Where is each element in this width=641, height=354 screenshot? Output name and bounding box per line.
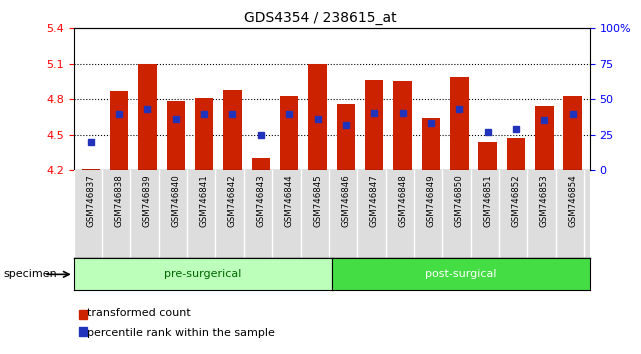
Text: percentile rank within the sample: percentile rank within the sample bbox=[80, 328, 275, 338]
Bar bbox=[280, 96, 299, 170]
Text: GSM746843: GSM746843 bbox=[256, 174, 265, 227]
Text: GSM746847: GSM746847 bbox=[370, 174, 379, 227]
Bar bbox=[422, 118, 440, 170]
Text: post-surgical: post-surgical bbox=[425, 269, 497, 279]
Text: GSM746846: GSM746846 bbox=[342, 174, 351, 227]
Bar bbox=[394, 81, 412, 170]
Bar bbox=[81, 169, 100, 170]
Text: specimen: specimen bbox=[3, 269, 57, 279]
Bar bbox=[138, 64, 156, 170]
Bar bbox=[195, 98, 213, 170]
Bar bbox=[79, 310, 87, 319]
Bar bbox=[365, 80, 383, 170]
Text: transformed count: transformed count bbox=[80, 308, 191, 318]
Bar bbox=[507, 138, 525, 170]
Text: GSM746838: GSM746838 bbox=[115, 174, 124, 227]
Text: GSM746853: GSM746853 bbox=[540, 174, 549, 227]
Text: GSM746845: GSM746845 bbox=[313, 174, 322, 227]
Text: GSM746850: GSM746850 bbox=[455, 174, 464, 227]
Bar bbox=[223, 90, 242, 170]
Bar bbox=[337, 104, 355, 170]
Text: GSM746842: GSM746842 bbox=[228, 174, 237, 227]
Text: GSM746851: GSM746851 bbox=[483, 174, 492, 227]
Text: pre-surgerical: pre-surgerical bbox=[164, 269, 242, 279]
Text: GSM746841: GSM746841 bbox=[199, 174, 208, 227]
Text: GSM746840: GSM746840 bbox=[171, 174, 180, 227]
Bar bbox=[110, 91, 128, 170]
Text: GSM746839: GSM746839 bbox=[143, 174, 152, 227]
Text: GSM746852: GSM746852 bbox=[512, 174, 520, 227]
Bar bbox=[252, 158, 270, 170]
Text: GSM746854: GSM746854 bbox=[568, 174, 577, 227]
Bar bbox=[308, 64, 327, 170]
Text: GSM746848: GSM746848 bbox=[398, 174, 407, 227]
Bar bbox=[79, 327, 87, 336]
Bar bbox=[167, 102, 185, 170]
Text: GSM746844: GSM746844 bbox=[285, 174, 294, 227]
Bar bbox=[535, 106, 554, 170]
Bar bbox=[563, 96, 582, 170]
Bar bbox=[478, 142, 497, 170]
Text: GSM746849: GSM746849 bbox=[426, 174, 435, 227]
Bar bbox=[450, 77, 469, 170]
Text: GSM746837: GSM746837 bbox=[87, 174, 96, 227]
Text: GDS4354 / 238615_at: GDS4354 / 238615_at bbox=[244, 11, 397, 25]
